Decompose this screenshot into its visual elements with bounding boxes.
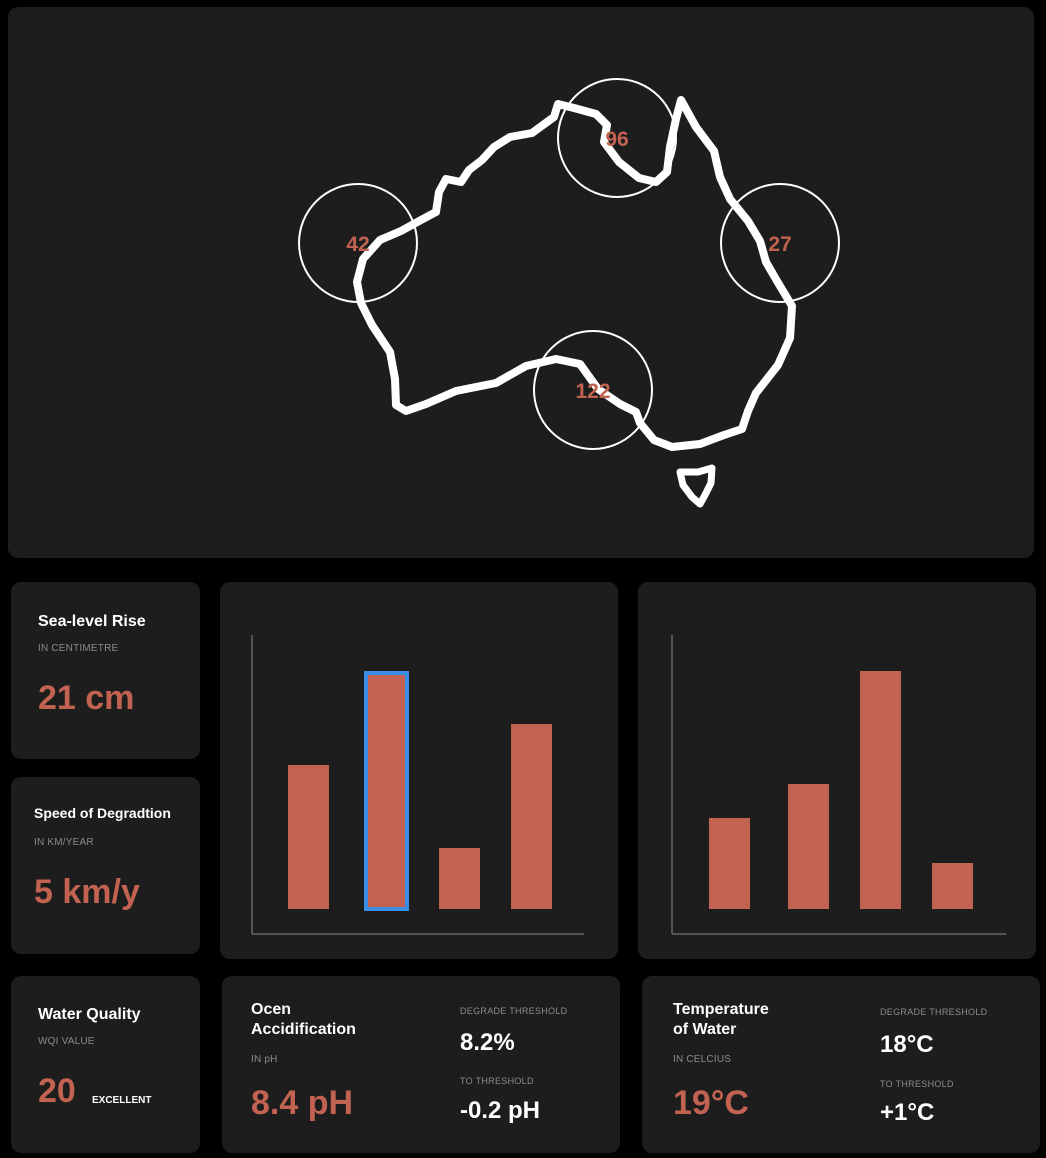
australia-map: 42 96 27 122 xyxy=(298,78,840,508)
water-quality-unit: WQI VALUE xyxy=(38,1036,95,1047)
region-west[interactable]: 42 xyxy=(298,183,418,303)
water-temp-degrade-value: 18°C xyxy=(880,1031,934,1058)
region-north-circle[interactable] xyxy=(557,78,677,198)
australia-outline xyxy=(353,96,796,451)
water-quality-card: Water Quality WQI VALUE 20 EXCELLENT xyxy=(11,976,200,1153)
ocean-acid-value: 8.4 pH xyxy=(251,1084,354,1122)
bar-chart-2 xyxy=(671,635,1006,935)
region-south-circle[interactable] xyxy=(533,330,653,450)
chart-2-bar-4[interactable] xyxy=(932,863,973,909)
chart-1-bars xyxy=(288,671,552,911)
chart-2-bar-1[interactable] xyxy=(709,818,750,909)
ocean-acidification-card: Ocen Accidification IN pH 8.4 pH DEGRADE… xyxy=(222,976,620,1153)
ocean-acid-title-line2: Accidification xyxy=(251,1021,356,1038)
ocean-acid-unit: IN pH xyxy=(251,1054,278,1065)
chart-2-bar-2[interactable] xyxy=(788,784,829,909)
region-east-value: 27 xyxy=(768,233,791,256)
water-temp-to-label: TO THRESHOLD xyxy=(880,1079,954,1089)
chart-1-bar-4[interactable] xyxy=(511,724,552,909)
region-west-value: 42 xyxy=(346,233,369,256)
water-temperature-card: Temperature of Water IN CELCIUS 19°C DEG… xyxy=(642,976,1040,1153)
bar-chart-1 xyxy=(251,635,584,935)
australia-map-panel: 42 96 27 122 xyxy=(8,7,1034,558)
water-temp-title-line2: of Water xyxy=(673,1021,737,1038)
water-quality-title: Water Quality xyxy=(38,1006,141,1023)
ocean-acid-to-value: -0.2 pH xyxy=(460,1097,541,1124)
ocean-acid-degrade-value: 8.2% xyxy=(460,1029,515,1056)
degradation-value: 5 km/y xyxy=(34,873,140,911)
water-temp-unit: IN CELCIUS xyxy=(673,1054,732,1065)
sea-level-card: Sea-level Rise IN CENTIMETRE 21 cm xyxy=(11,582,200,759)
region-south[interactable]: 122 xyxy=(533,330,653,450)
water-quality-value: 20 xyxy=(38,1072,76,1110)
ocean-acid-title-line1: Ocen xyxy=(251,1001,292,1018)
sea-level-unit: IN CENTIMETRE xyxy=(38,643,119,654)
sea-level-title: Sea-level Rise xyxy=(38,613,146,630)
water-quality-rating: EXCELLENT xyxy=(92,1095,152,1106)
degradation-speed-card: Speed of Degradtion IN KM/YEAR 5 km/y xyxy=(11,777,200,954)
bar-chart-1-panel xyxy=(220,582,618,959)
ocean-acid-to-label: TO THRESHOLD xyxy=(460,1076,534,1086)
region-east[interactable]: 27 xyxy=(720,183,840,303)
chart-2-bars xyxy=(709,671,973,909)
region-south-value: 122 xyxy=(575,380,610,403)
water-temp-to-value: +1°C xyxy=(880,1099,935,1126)
degradation-unit: IN KM/YEAR xyxy=(34,837,94,848)
chart-1-bar-2[interactable] xyxy=(364,671,409,911)
region-east-circle[interactable] xyxy=(720,183,840,303)
bar-chart-2-panel xyxy=(638,582,1036,959)
chart-1-bar-1[interactable] xyxy=(288,765,329,909)
degradation-title: Speed of Degradtion xyxy=(34,805,171,821)
ocean-acid-degrade-label: DEGRADE THRESHOLD xyxy=(460,1006,568,1016)
region-north-value: 96 xyxy=(605,128,628,151)
chart-1-bar-3[interactable] xyxy=(439,848,480,909)
sea-level-value: 21 cm xyxy=(38,679,135,717)
water-temp-title-line1: Temperature xyxy=(673,1001,769,1018)
tasmania-outline xyxy=(676,464,716,508)
water-temp-value: 19°C xyxy=(673,1084,749,1122)
water-temp-degrade-label: DEGRADE THRESHOLD xyxy=(880,1007,988,1017)
chart-2-bar-3[interactable] xyxy=(860,671,901,909)
region-west-circle[interactable] xyxy=(298,183,418,303)
region-north[interactable]: 96 xyxy=(557,78,677,198)
